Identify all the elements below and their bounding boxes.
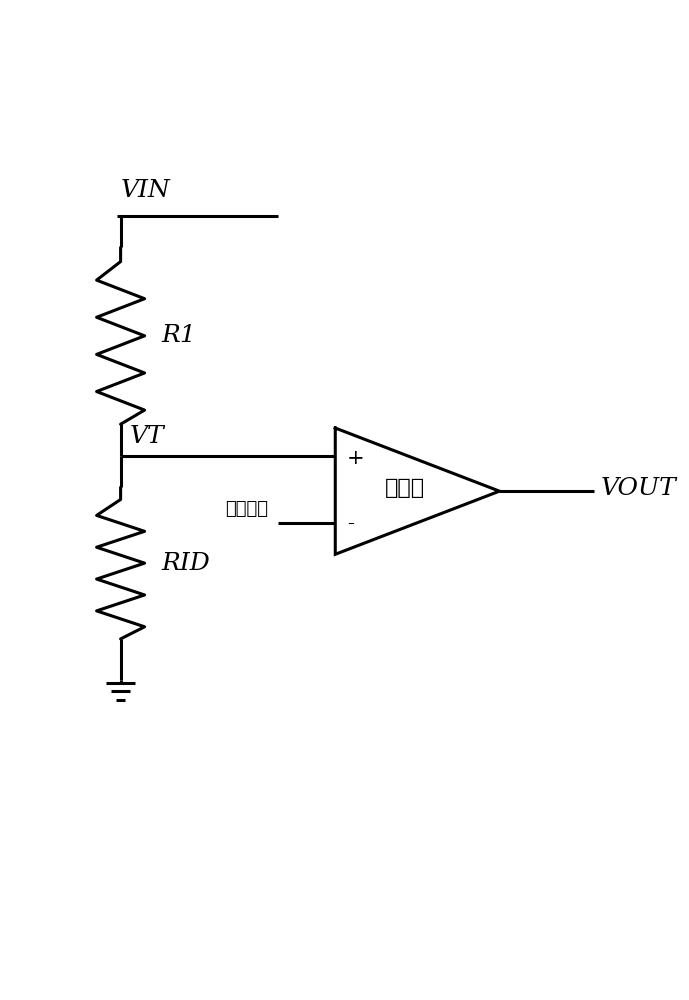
Text: VOUT: VOUT xyxy=(600,477,676,500)
Text: -: - xyxy=(347,514,353,533)
Text: R1: R1 xyxy=(162,324,196,347)
Text: VIN: VIN xyxy=(121,179,170,202)
Text: 比较器: 比较器 xyxy=(384,478,425,498)
Text: VT: VT xyxy=(130,425,165,448)
Text: 基准电压: 基准电压 xyxy=(225,500,268,518)
Text: RID: RID xyxy=(162,552,210,575)
Text: +: + xyxy=(347,449,364,468)
